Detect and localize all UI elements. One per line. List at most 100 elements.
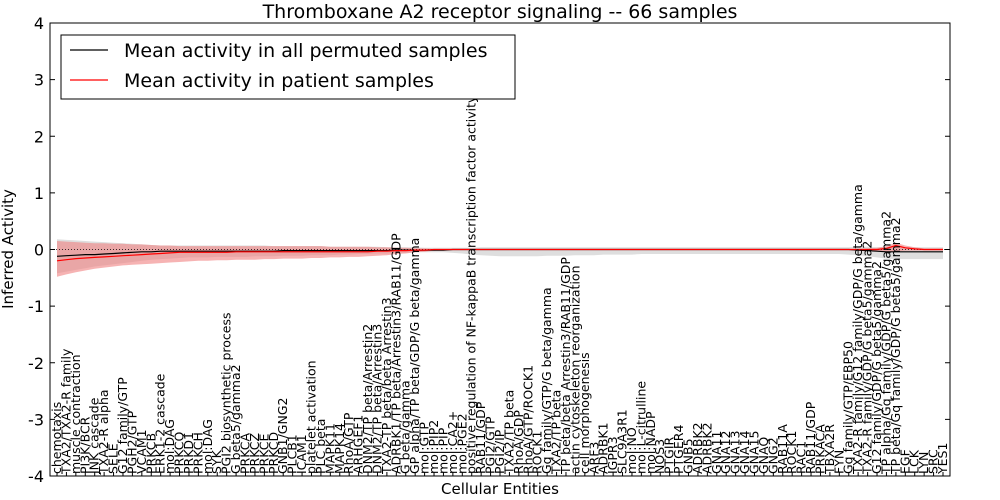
entity-label: IGPR3 bbox=[605, 436, 620, 474]
entity-label: mol:L-citrulline bbox=[633, 381, 648, 474]
legend: Mean activity in all permuted samples Me… bbox=[60, 34, 516, 100]
x-axis-title: Cellular Entities bbox=[441, 480, 559, 498]
entity-label: GNA14 bbox=[737, 430, 752, 474]
y-tick-label: 0 bbox=[34, 241, 44, 260]
entity-label: positive regulation of NF-kappaB transcr… bbox=[464, 95, 479, 474]
entity-label: LCK bbox=[907, 449, 922, 474]
entity-label: PI3K/BCR bbox=[77, 416, 92, 474]
entity-label: GNG2 bbox=[765, 437, 780, 474]
y-tick-label: -3 bbox=[28, 410, 44, 429]
entity-label: GP alpha/TP beta/GDP/G beta/gamma bbox=[407, 238, 422, 474]
entity-label: PRKACA bbox=[813, 424, 828, 474]
entity-label: cell morphogenesis bbox=[577, 352, 592, 474]
entity-label: RhoA/GTP/ROCK1 bbox=[520, 365, 535, 474]
entity-label: G beta/gamma bbox=[398, 380, 413, 474]
entity-label: LYN bbox=[916, 452, 931, 474]
entity-label: ADRBK1/TP beta/Arrestin3/RAB11/GDP bbox=[388, 233, 403, 474]
entity-label: TBXA2R bbox=[822, 424, 837, 475]
entity-label: Gq family/GTP/EBP50 bbox=[841, 341, 856, 474]
y-axis-title: Inferred Activity bbox=[0, 189, 17, 309]
entity-label: PGH2/GTP bbox=[124, 410, 139, 474]
entity-label: actin cytoskeleton reorganization bbox=[567, 265, 582, 474]
entity-label: RAB11A bbox=[775, 424, 790, 474]
entity-label: GNA12 bbox=[718, 431, 733, 475]
entity-label: GNB1/GNG2 bbox=[275, 398, 290, 474]
entity-label: PRKCH bbox=[190, 432, 205, 474]
y-axis-ticks: -4 -3 -2 -1 0 1 2 3 4 bbox=[28, 14, 950, 486]
entity-label: TXA2-R family/G12 family/GDP/G beta/gamm… bbox=[850, 184, 865, 475]
entity-label: MAPK14 bbox=[332, 423, 347, 474]
y-tick-label: 3 bbox=[34, 71, 44, 90]
entity-label: FYN bbox=[831, 450, 846, 474]
entity-label: ARF3 bbox=[586, 442, 601, 474]
entity-label: RAB11/GDP bbox=[473, 401, 488, 474]
entity-label: ADRBK2 bbox=[690, 422, 705, 474]
y-tick-label: -2 bbox=[28, 354, 44, 373]
y-tick-label: 2 bbox=[34, 127, 44, 146]
entity-label: G12 family/GTP bbox=[115, 377, 130, 474]
y-tick-label: 4 bbox=[34, 14, 44, 33]
entity-label: GNAQ bbox=[756, 437, 771, 474]
entity-label: NOS3 bbox=[652, 439, 667, 474]
entity-label: GNA15 bbox=[747, 431, 762, 475]
entity-label: G beta5/gamma2 bbox=[228, 364, 243, 474]
entity-label: ADRBK2 bbox=[699, 422, 714, 474]
entity-label: PRKD1 bbox=[181, 432, 196, 474]
entity-label: DNM2/TP beta/Arrestin2 bbox=[360, 324, 375, 474]
entity-label: ICAM1 bbox=[294, 434, 309, 474]
entity-label: TP beta/beta Arrestin3/RAB11/GDP bbox=[558, 257, 573, 475]
entity-label: JNK cascade bbox=[87, 397, 102, 475]
entity-label: ERK1-2 cascade bbox=[153, 373, 168, 474]
legend-box bbox=[60, 34, 516, 100]
entity-label: mol:PIP2 bbox=[426, 420, 441, 474]
entity-label: PRKCQ bbox=[172, 432, 187, 474]
entity-label: PGI2/GTP bbox=[483, 416, 498, 474]
entity-label: platelet activation bbox=[304, 360, 319, 474]
entity-label: PRKCB bbox=[143, 433, 158, 474]
entity-label: PRKCZ bbox=[247, 433, 262, 474]
entity-label: ROCK1 bbox=[530, 431, 545, 474]
entity-label: RhoA/GTP bbox=[341, 412, 356, 474]
entity-label: RAC1 bbox=[794, 441, 809, 474]
entity-label: PLC beta bbox=[313, 419, 328, 474]
entity-label: TP beta/Gq family/GDP/G beta5/gamma2 bbox=[888, 217, 903, 475]
entity-label: SELE bbox=[106, 443, 121, 474]
chart-title: Thromboxane A2 receptor signaling -- 66 … bbox=[262, 1, 738, 23]
entity-label: TXA2-TP beta/beta Arrestin3 bbox=[379, 297, 394, 475]
entity-label: PRKCD bbox=[266, 432, 281, 474]
entity-label: muscle contraction bbox=[68, 354, 83, 474]
entity-label: ROCK1 bbox=[784, 431, 799, 474]
entity-label: DNM2/TP beta/Arrestin3 bbox=[370, 324, 385, 474]
entity-label: G12 family/GDP/G beta5/gamma2 bbox=[869, 261, 884, 474]
entity-label: Gq family/GTP/G beta/gamma bbox=[539, 287, 554, 474]
entity-label: GNA13 bbox=[728, 431, 743, 475]
entity-label: TXA2/TP beta bbox=[549, 390, 564, 475]
entity-label: GNA11 bbox=[709, 431, 724, 475]
entity-label: mol:PGE2 bbox=[454, 413, 469, 474]
entity-label: YES1 bbox=[935, 443, 950, 475]
entity-label: TP alpha/Gq family/GDP/G beta5/gamma2 bbox=[878, 211, 893, 475]
legend-label-patient: Mean activity in patient samples bbox=[124, 70, 434, 92]
entity-label: PTGER4 bbox=[671, 425, 686, 474]
legend-label-permuted: Mean activity in all permuted samples bbox=[124, 40, 487, 62]
entity-label: RAB11/GDP bbox=[803, 401, 818, 474]
entity-label: ARHGEF1 bbox=[351, 415, 366, 474]
series-patient-mean bbox=[56, 244, 943, 262]
entity-label: MAPK11 bbox=[322, 423, 337, 474]
entity-label: SRC bbox=[926, 449, 941, 474]
entity-label: mol:NO bbox=[624, 427, 639, 474]
entity-label: PRKCE bbox=[256, 434, 271, 474]
entity-label: TXA2/TP beta bbox=[501, 390, 516, 475]
entity-label: PLCB1 bbox=[285, 434, 300, 474]
entity-label: EGF bbox=[897, 449, 912, 474]
y-tick-label: -4 bbox=[28, 467, 44, 486]
entity-label: TXA2-R family/GDP/G beta5/gamma2 bbox=[860, 241, 875, 475]
entity-label: PRKCA bbox=[238, 433, 253, 474]
entity-label: mol:DAG bbox=[162, 419, 177, 474]
entity-label: GNB5 bbox=[681, 438, 696, 474]
entity-label: PGI2 biosynthetic process bbox=[219, 313, 234, 475]
entity-label: TXA2-R alpha bbox=[96, 389, 111, 475]
entity-label: mol:NADP bbox=[643, 411, 658, 474]
